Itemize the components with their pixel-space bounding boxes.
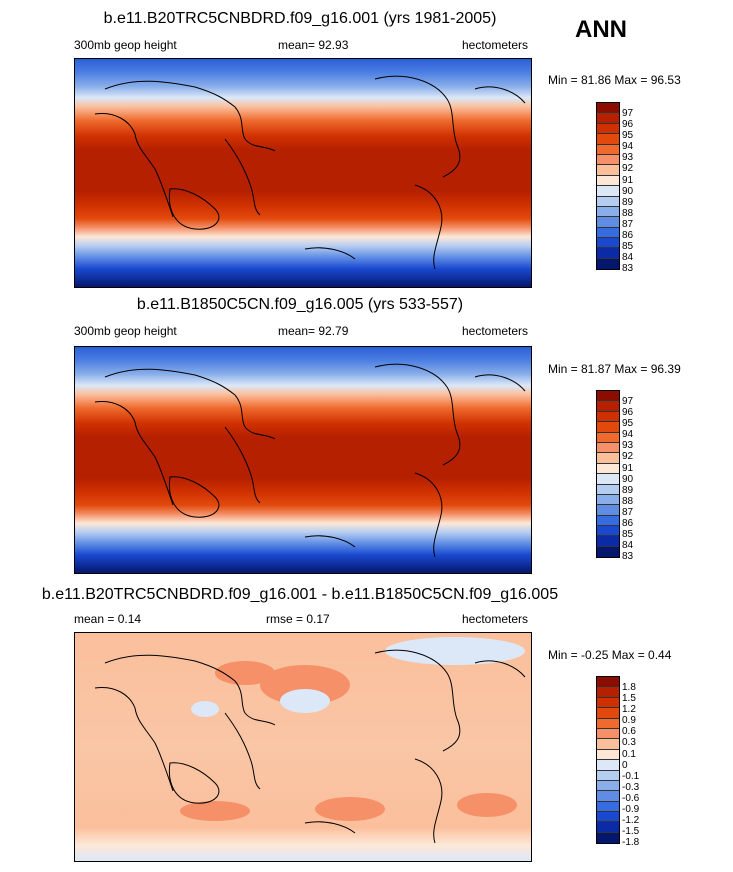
tick: 86: [622, 518, 634, 530]
positive-anomaly: [215, 661, 275, 685]
panel3-mean-label: mean = 0.14: [74, 612, 142, 626]
tick: 88: [622, 207, 634, 219]
negative-anomaly: [191, 701, 219, 717]
tick: 92: [622, 163, 634, 175]
tick: 0.3: [622, 737, 636, 749]
panel2-minmax-label: Min = 81.87 Max = 96.39: [548, 362, 681, 376]
panel2-height-field: [75, 347, 531, 573]
tick: 95: [622, 130, 634, 142]
tick: 90: [622, 473, 634, 485]
tick: -0.9: [622, 804, 640, 816]
tick: 95: [622, 418, 634, 430]
panel1-colorbar-ticks: 97 96 95 94 93 92 91 90 89 88 87 86 85 84 83: [622, 108, 633, 274]
tick: 85: [622, 529, 634, 541]
tick: 87: [622, 506, 634, 518]
tick: 0.1: [622, 748, 636, 760]
tick: 85: [622, 241, 634, 253]
negative-anomaly: [280, 689, 330, 713]
season-label: ANN: [575, 16, 627, 43]
panel2-map: [74, 346, 532, 574]
panel3-map: [74, 632, 532, 862]
tick: -1.5: [622, 826, 640, 838]
tick: 86: [622, 230, 634, 242]
panel1-units-label: hectometers: [462, 38, 529, 52]
tick: 93: [622, 152, 634, 164]
tick: 83: [622, 263, 634, 275]
negative-anomaly: [385, 637, 525, 665]
panel3-colorbar: [596, 676, 620, 845]
panel1-variable-label: 300mb geop height: [74, 38, 177, 52]
tick: 91: [622, 462, 634, 474]
panel1-map: [74, 58, 532, 288]
tick: 84: [622, 540, 634, 552]
tick: 91: [622, 174, 634, 186]
tick: 97: [622, 108, 634, 119]
tick: 1.2: [622, 704, 636, 716]
panel1-mean-label: mean= 92.93: [278, 38, 349, 52]
panel2-colorbar: [596, 390, 620, 559]
tick: 96: [622, 407, 634, 419]
panel3-rmse-label: rmse = 0.17: [266, 612, 330, 626]
tick: 83: [622, 551, 634, 563]
tick: 0.9: [622, 715, 636, 727]
tick: 92: [622, 451, 634, 463]
positive-anomaly: [457, 793, 517, 817]
tick: -1.2: [622, 815, 640, 827]
tick: 97: [622, 396, 634, 407]
panel1-colorbar: [596, 102, 620, 271]
tick: 94: [622, 429, 634, 441]
tick: 90: [622, 185, 634, 197]
panel2-coastlines: [94, 363, 526, 558]
tick: -0.1: [622, 770, 640, 782]
panel3-colorbar-ticks: 1.8 1.5 1.2 0.9 0.6 0.3 0.1 0 -0.1 -0.3 -0.6-…: [622, 682, 639, 848]
tick: 93: [622, 440, 634, 452]
panel3-units-label: hectometers: [462, 612, 529, 626]
tick: 89: [622, 196, 634, 208]
panel2-colorbar-ticks: 97 96 95 94 93 92 91 90 89 88 87 86 85 84 83: [622, 396, 633, 562]
tick: 0: [622, 759, 628, 771]
tick: 88: [622, 495, 634, 507]
panel1-title: b.e11.B20TRC5CNBDRD.f09_g16.001 (yrs 198…: [103, 10, 497, 27]
panel2-mean-label: mean= 92.79: [278, 324, 349, 338]
panel2-units-label: hectometers: [462, 324, 529, 338]
tick: 1.5: [622, 693, 636, 705]
tick: -1.8: [622, 837, 640, 849]
tick: 96: [622, 119, 634, 131]
tick: 87: [622, 218, 634, 230]
positive-anomaly: [260, 665, 350, 705]
panel2-variable-label: 300mb geop height: [74, 324, 177, 338]
tick: 94: [622, 141, 634, 153]
tick: -0.3: [622, 781, 640, 793]
tick: 1.8: [622, 682, 636, 693]
panel2-title: b.e11.B1850C5CN.f09_g16.005 (yrs 533-557…: [136, 296, 464, 313]
panel3-coastlines: [94, 649, 526, 844]
panel1-height-field: [75, 59, 531, 287]
tick: -0.6: [622, 792, 640, 804]
tick: 84: [622, 252, 634, 264]
positive-anomaly: [180, 801, 250, 821]
panel1-minmax-label: Min = 81.86 Max = 96.53: [548, 73, 681, 87]
positive-anomaly: [315, 797, 385, 821]
tick: 89: [622, 484, 634, 496]
panel1-coastlines: [94, 75, 526, 270]
panel3-minmax-label: Min = -0.25 Max = 0.44: [548, 648, 672, 662]
panel3-title: b.e11.B20TRC5CNBDRD.f09_g16.001 - b.e11.…: [41, 586, 559, 603]
tick: 0.6: [622, 726, 636, 738]
